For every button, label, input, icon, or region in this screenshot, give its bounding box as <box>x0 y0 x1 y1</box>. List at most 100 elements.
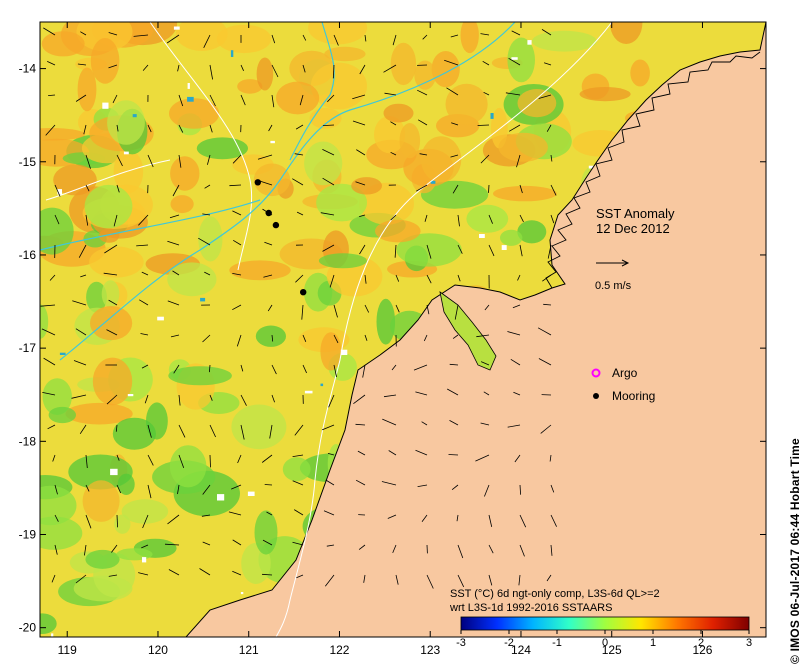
current-vector-arrow <box>449 363 459 366</box>
current-vector-arrow <box>144 394 149 404</box>
y-tick-label: -18 <box>19 434 37 448</box>
current-vector-arrow <box>116 514 118 528</box>
current-vector-arrow <box>85 184 90 192</box>
current-vector-arrow <box>390 151 397 156</box>
current-vector-arrow <box>136 244 149 247</box>
current-vector-arrow <box>54 184 61 197</box>
anomaly-patch <box>396 233 462 267</box>
x-tick-label: 120 <box>148 643 168 657</box>
current-vector-arrow <box>263 274 273 278</box>
current-vector-arrow <box>264 484 273 486</box>
current-vector-arrow <box>267 304 273 312</box>
current-vector-arrow <box>364 274 367 284</box>
anomaly-patch <box>101 280 120 308</box>
x-tick-label: 122 <box>329 643 349 657</box>
colorbar-bar <box>460 616 750 631</box>
current-vector-arrow <box>426 244 432 259</box>
current-vector-arrow <box>426 274 432 284</box>
marker-legend: Argo Mooring <box>591 366 655 403</box>
current-vector-arrow <box>550 544 553 556</box>
anomaly-patch <box>383 103 414 123</box>
anomaly-patch <box>630 59 650 87</box>
current-vector-arrow <box>232 210 242 216</box>
current-vector-arrow <box>484 304 490 311</box>
current-vector-arrow <box>510 358 521 366</box>
current-vector-arrow <box>457 544 464 559</box>
anomaly-pixel <box>200 297 206 302</box>
anomaly-patch <box>374 115 406 154</box>
anomaly-patch <box>92 357 133 406</box>
current-vector-arrow <box>147 454 154 466</box>
current-vector-arrow <box>484 484 490 497</box>
anomaly-pixel <box>187 83 190 89</box>
current-vector-arrow <box>49 274 56 281</box>
anomaly-patch <box>198 216 223 262</box>
anomaly-pixel <box>340 349 348 355</box>
current-vector-arrow <box>444 59 459 66</box>
current-vector-arrow <box>237 454 242 464</box>
mooring-marker <box>254 179 261 186</box>
anomaly-patch <box>168 366 232 386</box>
current-vector-arrow <box>387 514 397 519</box>
current-vector-arrow <box>424 214 428 222</box>
current-vector-arrow <box>352 94 366 100</box>
current-vector-arrow <box>240 64 244 71</box>
current-vector-arrow <box>392 544 397 554</box>
current-vector-arrow <box>240 394 247 406</box>
current-vector-arrow <box>513 391 521 396</box>
x-tick-label: 119 <box>58 643 77 657</box>
current-vector-arrow <box>292 178 304 186</box>
current-vector-arrow <box>292 454 304 457</box>
anomaly-pixel <box>187 96 194 102</box>
current-vector-arrow <box>133 34 149 37</box>
anomaly-patch <box>86 281 107 313</box>
current-vector-arrow <box>173 364 180 374</box>
current-vector-arrow <box>271 334 274 342</box>
current-vector-arrow <box>228 511 242 516</box>
current-vector-arrow <box>209 94 216 107</box>
anomaly-pixel <box>157 316 164 321</box>
current-vector-arrow <box>322 124 335 126</box>
anomaly-pixel <box>230 50 234 57</box>
anomaly-patch <box>48 406 76 424</box>
current-vector-arrow <box>201 514 211 517</box>
anomaly-patch <box>117 473 135 495</box>
current-vector-arrow <box>383 394 397 398</box>
anomaly-patch <box>237 79 263 94</box>
current-vector-arrow <box>322 177 335 186</box>
current-vector-arrow <box>423 334 428 342</box>
current-vector-arrow <box>43 357 56 366</box>
anomaly-patch <box>414 60 436 90</box>
current-vector-arrow <box>116 124 119 132</box>
current-vector-arrow <box>147 424 152 438</box>
current-vector-arrow <box>166 34 180 44</box>
anomaly-patch <box>90 306 133 341</box>
anomaly-patch <box>493 185 557 202</box>
anomaly-patch <box>170 195 194 214</box>
current-vector-arrow <box>268 124 273 132</box>
current-vector-arrow <box>54 214 60 225</box>
current-vector-arrow <box>541 29 552 36</box>
current-vector-arrow <box>47 424 56 430</box>
current-vector-arrow <box>178 424 186 438</box>
anomaly-patch <box>304 141 343 186</box>
mooring-markers <box>254 179 307 296</box>
anomaly-patch <box>253 163 291 197</box>
anomaly-pixel <box>123 151 129 155</box>
anomaly-patch <box>309 107 342 129</box>
current-vector-arrow <box>392 34 397 46</box>
current-vector-arrow <box>326 544 335 547</box>
current-vector-arrow <box>357 450 366 456</box>
current-vector-arrow <box>147 124 152 133</box>
current-vector-arrow <box>43 27 56 36</box>
isobath-white-2 <box>45 22 253 271</box>
current-vector-arrow <box>172 184 180 197</box>
current-vector-arrow <box>519 514 527 528</box>
isobath-cyan <box>59 22 516 361</box>
anomaly-patch <box>114 514 131 534</box>
current-vector-arrow <box>108 574 118 577</box>
current-vector-arrow <box>295 274 304 283</box>
current-vector-arrow <box>518 574 521 586</box>
current-vector-arrow <box>421 421 428 426</box>
anomaly-patch <box>216 24 272 54</box>
